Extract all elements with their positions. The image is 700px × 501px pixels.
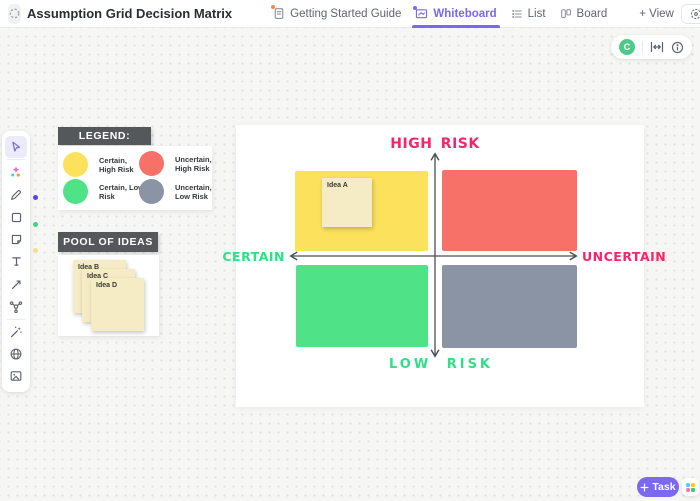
legend-label: Certain, High Risk (99, 156, 134, 175)
tab-label: List (527, 7, 546, 20)
whiteboard-icon (413, 5, 428, 20)
tab-label: Board (576, 7, 608, 20)
sticky-color-dot (33, 248, 38, 253)
tool-select[interactable] (5, 136, 27, 158)
add-task-button[interactable]: Task (637, 477, 679, 497)
legend-label: Uncertain, Low Risk (175, 183, 212, 202)
avatar[interactable]: C (619, 39, 635, 55)
automate-button[interactable]: Automate (680, 3, 700, 24)
sticky-note-label: Idea B (78, 264, 100, 271)
tab-label: Getting Started Guide (290, 7, 402, 20)
canvas-controls: C (611, 35, 692, 59)
legend-circle-certain-high[interactable] (63, 152, 88, 177)
sticky-note-idea-a[interactable]: Idea A (322, 178, 372, 227)
matrix-axes (289, 152, 578, 358)
add-view-button[interactable]: + View (632, 0, 681, 28)
pen-color-dot (33, 195, 38, 200)
task-label: Task (652, 481, 676, 493)
divider (642, 40, 643, 54)
fit-width-icon[interactable] (650, 41, 664, 53)
tab-list[interactable]: List (504, 0, 553, 28)
divider (7, 159, 25, 161)
tool-palette (2, 131, 30, 392)
board-icon (560, 8, 572, 20)
dashed-circle-icon (9, 8, 20, 19)
quadrant-uncertain-low-risk[interactable] (442, 265, 577, 348)
tool-connector[interactable] (5, 274, 27, 295)
active-tab-underline (412, 25, 500, 28)
header-actions: Automate Share (680, 3, 700, 24)
page-title: Assumption Grid Decision Matrix (27, 6, 233, 21)
sticky-note-idea-d[interactable]: Idea D (91, 278, 144, 331)
legend-circle-uncertain-high[interactable] (139, 151, 164, 176)
tool-pen[interactable] (5, 184, 27, 205)
sticky-note-label: Idea C (87, 273, 109, 280)
quadrant-uncertain-high-risk[interactable] (442, 170, 577, 251)
sticky-note-label: Idea A (327, 182, 348, 189)
whiteboard-canvas[interactable]: C (0, 28, 700, 501)
legend-title-box[interactable]: LEGEND: (58, 127, 151, 145)
pool-title-box[interactable]: POOL OF IDEAS (58, 232, 158, 252)
legend-circle-certain-low[interactable] (63, 179, 88, 204)
shape-color-dot (33, 222, 38, 227)
plus-icon (640, 483, 649, 491)
apps-grid-icon (686, 482, 695, 492)
tab-whiteboard[interactable]: Whiteboard (408, 0, 503, 28)
legend-circle-uncertain-low[interactable] (139, 179, 164, 204)
tool-mind-map[interactable] (5, 296, 27, 317)
automate-icon (690, 8, 700, 19)
legend-label: Certain, Low Risk (99, 183, 145, 202)
quadrant-certain-low-risk[interactable] (296, 265, 428, 347)
top-bar: Assumption Grid Decision Matrix Getting … (0, 0, 700, 28)
divider (7, 318, 25, 320)
tab-badge (413, 5, 418, 10)
add-view-label: + View (639, 7, 674, 20)
sticky-note-label: Idea D (96, 282, 118, 289)
tool-text[interactable] (5, 251, 27, 272)
pool-title: POOL OF IDEAS (63, 236, 153, 248)
tool-shape[interactable] (5, 207, 27, 228)
tool-magic-wand[interactable] (5, 321, 27, 342)
info-icon[interactable] (671, 41, 684, 54)
tab-board[interactable]: Board (553, 0, 615, 28)
space-avatar-icon[interactable] (8, 3, 21, 24)
list-icon (511, 8, 523, 20)
tool-sticky-note[interactable] (5, 229, 27, 250)
axis-label-uncertain[interactable]: UNCERTAIN (582, 249, 667, 264)
legend-title: LEGEND: (78, 130, 131, 142)
axis-label-certain[interactable]: CERTAIN (222, 249, 285, 264)
tab-badge (271, 5, 276, 9)
legend-label: Uncertain, High Risk (175, 155, 212, 174)
tool-templates[interactable] (5, 162, 27, 183)
axis-label-low-risk[interactable]: LOW RISK (388, 357, 494, 372)
tab-label: Whiteboard (433, 7, 497, 20)
tool-web[interactable] (5, 343, 27, 364)
apps-grid-button[interactable] (682, 478, 699, 496)
tool-image[interactable] (5, 366, 27, 387)
axis-label-high-risk[interactable]: HIGH RISK (390, 136, 480, 152)
tab-getting-started-guide[interactable]: Getting Started Guide (266, 0, 408, 28)
doc-icon (271, 5, 285, 20)
